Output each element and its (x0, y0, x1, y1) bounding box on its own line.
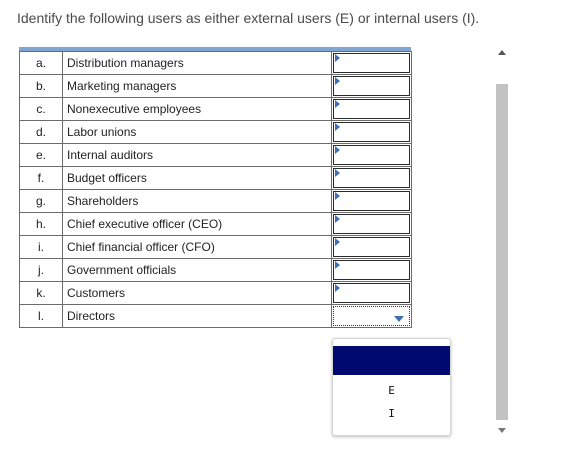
answer-cell (331, 212, 412, 236)
row-letter: d. (19, 120, 63, 144)
row-letter: e. (19, 143, 63, 167)
answer-select[interactable] (333, 122, 410, 142)
table-top-rule (19, 47, 411, 51)
answer-select[interactable] (333, 53, 410, 73)
dropdown-marker-icon (335, 169, 340, 177)
answer-cell (331, 235, 412, 259)
row-user: Budget officers (62, 166, 332, 190)
answer-cell (331, 120, 412, 144)
answer-cell (331, 189, 412, 213)
dropdown-option-e[interactable]: E (388, 384, 395, 397)
table-row: a. Distribution managers (19, 51, 412, 75)
answer-cell (331, 74, 412, 98)
users-table: a. Distribution managers b. Marketing ma… (19, 51, 412, 328)
scroll-down-arrow-icon[interactable] (498, 428, 506, 433)
row-letter: a. (19, 51, 63, 75)
answer-cell (331, 143, 412, 167)
table-row: j. Government officials (19, 258, 412, 282)
row-user: Customers (62, 281, 332, 305)
dropdown-marker-icon (335, 123, 340, 131)
row-user: Marketing managers (62, 74, 332, 98)
table-row: b. Marketing managers (19, 74, 412, 98)
table-row: e. Internal auditors (19, 143, 412, 167)
answer-cell (331, 304, 412, 328)
answer-cell (331, 97, 412, 121)
row-letter: i. (19, 235, 63, 259)
scroll-up-arrow-icon[interactable] (498, 50, 506, 55)
dropdown-marker-icon (335, 238, 340, 246)
answer-select[interactable] (333, 145, 410, 165)
scrollbar-thumb[interactable] (496, 84, 508, 420)
dropdown-marker-icon (335, 146, 340, 154)
row-letter: l. (19, 304, 63, 328)
dropdown-marker-icon (335, 284, 340, 292)
row-user: Shareholders (62, 189, 332, 213)
table-row: c. Nonexecutive employees (19, 97, 412, 121)
table-row: f. Budget officers (19, 166, 412, 190)
answer-dropdown-list: E I (332, 338, 451, 436)
row-user: Chief executive officer (CEO) (62, 212, 332, 236)
answer-cell (331, 166, 412, 190)
dropdown-marker-icon (335, 100, 340, 108)
table-row: h. Chief executive officer (CEO) (19, 212, 412, 236)
dropdown-marker-icon (335, 77, 340, 85)
row-user: Directors (62, 304, 332, 328)
answer-select[interactable] (333, 214, 410, 234)
answer-cell (331, 281, 412, 305)
dropdown-option-i[interactable]: I (388, 407, 395, 420)
row-user: Labor unions (62, 120, 332, 144)
dropdown-marker-icon (335, 54, 340, 62)
answer-select[interactable] (333, 191, 410, 211)
answer-select[interactable] (333, 76, 410, 96)
row-letter: b. (19, 74, 63, 98)
table-row: l. Directors (19, 304, 412, 328)
answer-select[interactable] (333, 283, 410, 303)
table-row: d. Labor unions (19, 120, 412, 144)
answer-select[interactable] (333, 260, 410, 280)
row-user: Distribution managers (62, 51, 332, 75)
row-letter: j. (19, 258, 63, 282)
dropdown-marker-icon (335, 192, 340, 200)
answer-select[interactable] (333, 168, 410, 188)
row-letter: c. (19, 97, 63, 121)
answer-cell (331, 258, 412, 282)
table-row: k. Customers (19, 281, 412, 305)
dropdown-option-blank[interactable] (333, 346, 450, 375)
table-row: g. Shareholders (19, 189, 412, 213)
answer-cell (331, 51, 412, 75)
answer-select[interactable] (333, 99, 410, 119)
answer-select-active[interactable] (333, 306, 410, 326)
table-row: i. Chief financial officer (CFO) (19, 235, 412, 259)
answer-select[interactable] (333, 237, 410, 257)
dropdown-marker-icon (335, 215, 340, 223)
row-letter: k. (19, 281, 63, 305)
row-letter: h. (19, 212, 63, 236)
row-user: Chief financial officer (CFO) (62, 235, 332, 259)
row-user: Internal auditors (62, 143, 332, 167)
row-letter: g. (19, 189, 63, 213)
row-user: Government officials (62, 258, 332, 282)
row-letter: f. (19, 166, 63, 190)
dropdown-marker-icon (335, 261, 340, 269)
instruction-text: Identify the following users as either e… (17, 10, 480, 26)
row-user: Nonexecutive employees (62, 97, 332, 121)
chevron-down-icon[interactable] (394, 316, 404, 322)
